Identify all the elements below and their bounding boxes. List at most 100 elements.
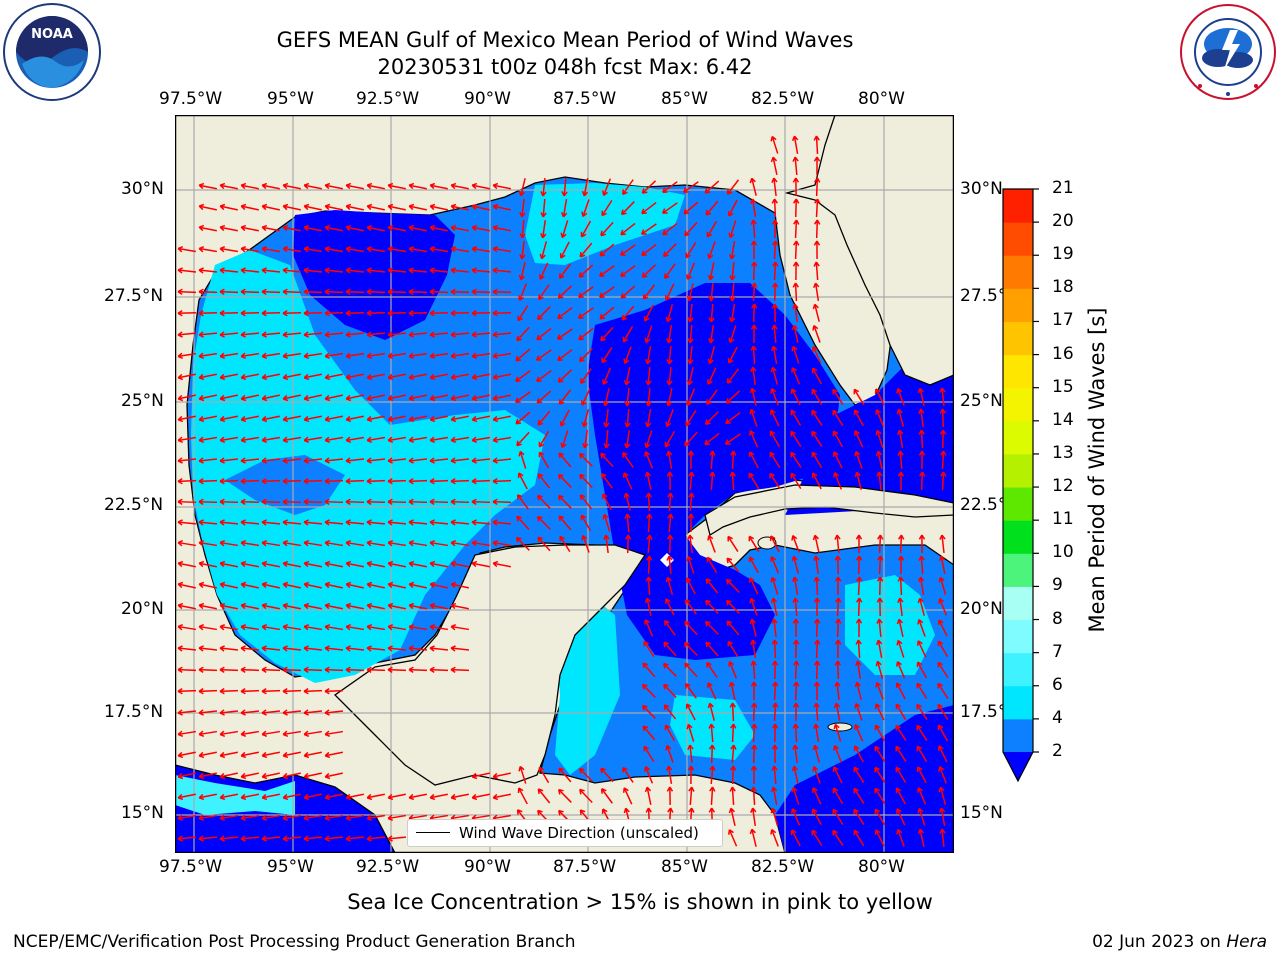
title-line-1: GEFS MEAN Gulf of Mexico Mean Period of … — [276, 28, 854, 52]
wind-wave-arrow — [387, 267, 407, 274]
colorbar-tick-label: 13 — [1052, 442, 1074, 463]
wind-wave-arrow — [557, 306, 573, 320]
wind-wave-arrow — [177, 373, 196, 381]
wind-wave-arrow — [450, 477, 470, 485]
wind-wave-arrow — [345, 645, 365, 652]
lon-tick-bottom-0: 97.5°W — [159, 857, 223, 877]
wind-wave-arrow — [219, 498, 239, 506]
colorbar-band — [1003, 685, 1033, 720]
wind-wave-arrow — [492, 519, 512, 526]
wind-wave-arrow — [408, 288, 428, 296]
dark-blue-region-caribbean — [785, 355, 954, 515]
wind-wave-arrow — [303, 203, 322, 211]
wind-wave-arrow — [429, 645, 449, 652]
wind-wave-arrow — [366, 224, 385, 232]
wind-wave-arrow — [897, 597, 904, 617]
wind-wave-arrow — [282, 288, 302, 296]
wind-wave-arrow — [688, 492, 695, 512]
wind-wave-arrow — [282, 203, 301, 211]
wind-wave-arrow — [240, 730, 260, 737]
wind-wave-arrow — [282, 331, 302, 338]
wind-wave-arrow — [387, 245, 407, 253]
wind-wave-arrow — [492, 182, 511, 190]
wind-wave-arrow — [345, 814, 365, 821]
wind-wave-arrow — [324, 540, 344, 547]
colorbar-tick-label: 19 — [1052, 244, 1074, 265]
colorbar-tick-label: 8 — [1052, 608, 1063, 629]
wind-wave-arrow — [624, 534, 632, 554]
wind-wave-arrow — [580, 220, 592, 238]
wind-wave-arrow — [770, 829, 779, 847]
wind-wave-arrow — [219, 394, 238, 402]
wind-wave-arrow — [450, 245, 470, 253]
wind-wave-arrow — [345, 415, 364, 423]
wind-wave-arrow — [916, 745, 928, 763]
wind-wave-arrow — [772, 261, 779, 281]
wind-wave-arrow — [811, 367, 822, 385]
wind-wave-arrow — [791, 786, 800, 805]
wind-wave-arrow — [198, 602, 217, 610]
wind-wave-arrow — [620, 222, 636, 236]
wind-wave-arrow — [558, 767, 572, 783]
wind-wave-arrow — [345, 309, 365, 317]
wind-wave-arrow — [580, 388, 591, 406]
wind-wave-arrow — [324, 793, 343, 801]
wind-wave-arrow — [177, 709, 197, 716]
wind-wave-arrow — [917, 618, 926, 637]
map-frame — [175, 115, 954, 853]
wind-wave-arrow — [366, 288, 386, 296]
wind-wave-arrow — [685, 410, 697, 427]
wind-wave-arrow — [324, 436, 344, 444]
lat-tick-left-3: 22.5°N — [104, 495, 164, 515]
wind-wave-arrow — [728, 325, 737, 344]
wind-wave-arrow — [198, 203, 217, 211]
wind-wave-arrow — [581, 534, 590, 553]
wind-wave-arrow — [939, 408, 947, 428]
wind-wave-arrow — [261, 309, 281, 317]
wind-wave-arrow — [704, 411, 719, 426]
wind-wave-arrow — [601, 199, 613, 217]
wind-wave-arrow — [727, 640, 739, 658]
wind-wave-arrow — [684, 620, 698, 636]
noaa-logo-text: NOAA — [31, 27, 73, 42]
wind-wave-arrow — [683, 641, 698, 656]
wind-wave-arrow — [408, 373, 427, 381]
wind-wave-arrow — [769, 535, 780, 553]
wind-wave-arrow — [198, 730, 218, 737]
wind-wave-arrow — [709, 450, 716, 470]
wind-wave-arrow — [916, 661, 927, 679]
wind-wave-arrow — [791, 808, 801, 826]
wind-wave-arrow — [450, 394, 469, 402]
wind-wave-arrow — [769, 430, 781, 448]
wind-wave-arrow — [811, 430, 823, 447]
wind-wave-arrow — [450, 267, 470, 274]
wind-wave-arrow — [813, 135, 820, 155]
wind-wave-arrow — [324, 666, 344, 674]
wind-wave-arrow — [240, 581, 259, 589]
wind-wave-arrow — [450, 624, 470, 631]
wind-wave-arrow — [387, 436, 407, 444]
wind-wave-arrow — [750, 240, 758, 260]
wind-wave-arrow — [240, 540, 260, 547]
wind-wave-arrow — [750, 807, 757, 827]
wind-wave-arrow — [282, 309, 302, 317]
wind-wave-arrow — [917, 807, 926, 826]
wind-wave-arrow — [240, 793, 259, 801]
wind-wave-arrow — [813, 660, 821, 680]
wind-wave-arrow — [730, 723, 737, 743]
lon-tick-top-5: 85°W — [661, 89, 708, 109]
wind-wave-arrow — [813, 219, 821, 239]
wind-wave-arrow — [450, 309, 470, 317]
wind-wave-arrow — [492, 498, 512, 506]
sea-ice-caption: Sea Ice Concentration > 15% is shown in … — [347, 890, 933, 914]
wind-wave-arrow — [875, 429, 884, 448]
wind-wave-arrow — [387, 477, 407, 485]
wind-wave-arrow — [602, 388, 610, 407]
wind-wave-arrow — [282, 687, 302, 695]
wind-wave-arrow — [665, 388, 673, 407]
wind-wave-arrow — [471, 477, 491, 485]
wind-wave-arrow — [471, 394, 490, 402]
wind-wave-arrow — [324, 772, 343, 780]
wind-wave-arrow — [240, 309, 260, 317]
wind-wave-arrow — [387, 352, 407, 359]
